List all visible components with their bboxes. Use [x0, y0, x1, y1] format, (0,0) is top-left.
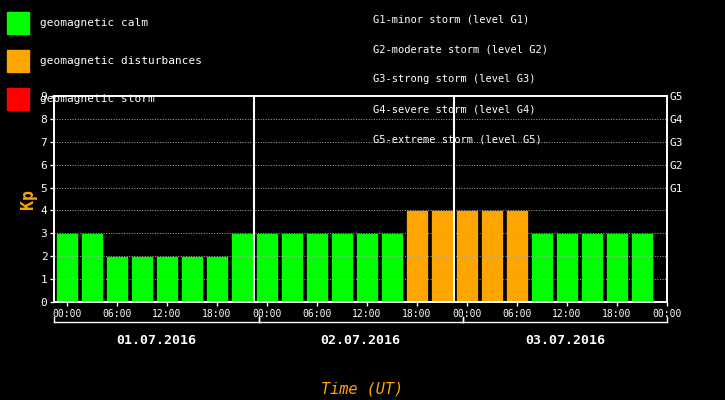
Bar	[431, 210, 452, 302]
Bar	[207, 256, 228, 302]
Bar	[181, 256, 202, 302]
Text: 03.07.2016: 03.07.2016	[525, 334, 605, 347]
Bar	[381, 233, 402, 302]
Text: G5-extreme storm (level G5): G5-extreme storm (level G5)	[373, 134, 542, 144]
Bar	[456, 210, 478, 302]
Bar	[231, 233, 252, 302]
Text: Time (UT): Time (UT)	[321, 381, 404, 396]
Bar	[131, 256, 152, 302]
Text: geomagnetic disturbances: geomagnetic disturbances	[40, 56, 202, 66]
Text: G4-severe storm (level G4): G4-severe storm (level G4)	[373, 104, 536, 114]
Bar	[581, 233, 602, 302]
Y-axis label: Kp: Kp	[19, 189, 36, 209]
Bar	[481, 210, 502, 302]
Bar	[257, 233, 278, 302]
Text: geomagnetic calm: geomagnetic calm	[40, 18, 148, 28]
Text: G3-strong storm (level G3): G3-strong storm (level G3)	[373, 74, 536, 84]
Bar	[306, 233, 328, 302]
Text: G1-minor storm (level G1): G1-minor storm (level G1)	[373, 14, 530, 24]
Bar	[606, 233, 628, 302]
Bar	[531, 233, 552, 302]
Bar	[631, 233, 652, 302]
Bar	[107, 256, 128, 302]
Bar	[506, 210, 528, 302]
Bar	[356, 233, 378, 302]
Text: geomagnetic storm: geomagnetic storm	[40, 94, 154, 104]
Text: 02.07.2016: 02.07.2016	[320, 334, 401, 347]
Bar	[81, 233, 102, 302]
Bar	[556, 233, 578, 302]
Bar	[406, 210, 428, 302]
Bar	[157, 256, 178, 302]
Text: G2-moderate storm (level G2): G2-moderate storm (level G2)	[373, 44, 548, 54]
Text: 01.07.2016: 01.07.2016	[117, 334, 196, 347]
Bar	[281, 233, 302, 302]
Bar	[331, 233, 352, 302]
Bar	[57, 233, 78, 302]
